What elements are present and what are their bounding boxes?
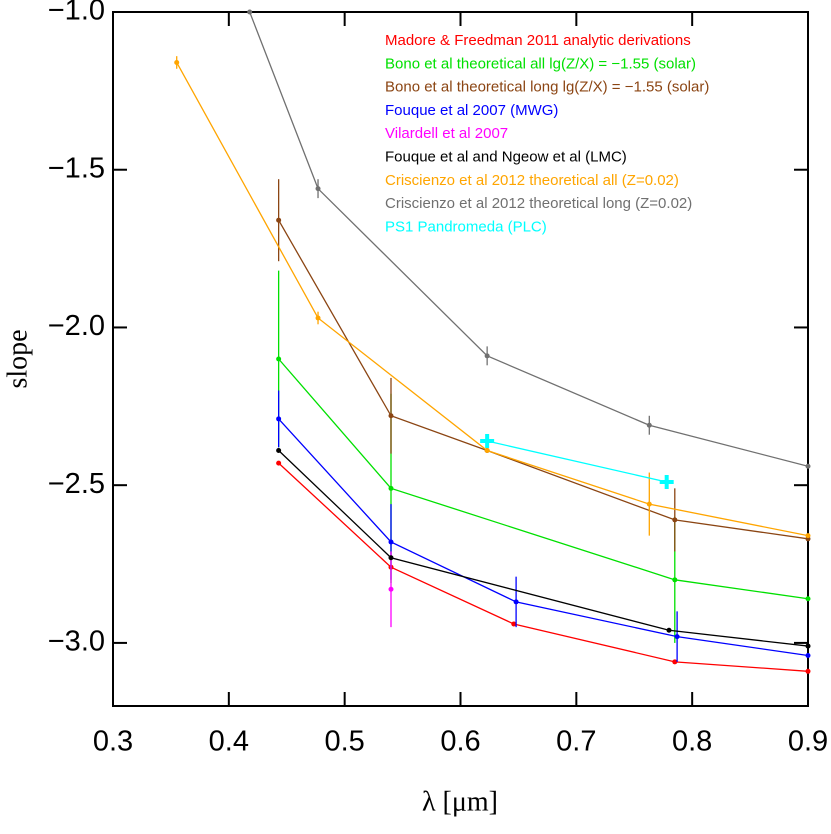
marker <box>247 9 253 15</box>
marker <box>805 596 811 602</box>
marker <box>672 659 678 665</box>
legend-entry: Bono et al theoretical long lg(Z/X) = −1… <box>385 79 709 96</box>
legend-entry: Bono et al theoretical all lg(Z/X) = −1.… <box>385 55 696 72</box>
marker <box>276 356 282 362</box>
legend-entry: Vilardell et al 2007 <box>385 125 508 142</box>
marker <box>805 463 811 469</box>
x-tick-label: 0.5 <box>325 726 365 758</box>
y-tick-label: −1.5 <box>48 152 105 184</box>
marker <box>805 643 811 649</box>
legend-entry: Fouque et al 2007 (MWG) <box>385 102 558 119</box>
marker <box>276 447 282 453</box>
marker <box>659 475 674 490</box>
x-tick-label: 0.9 <box>788 726 828 758</box>
x-tick-label: 0.8 <box>672 726 712 758</box>
series-line <box>278 462 808 672</box>
marker <box>388 555 394 561</box>
marker <box>805 668 811 674</box>
marker <box>672 577 678 583</box>
marker <box>646 422 652 428</box>
x-axis-label: λ [μm] <box>422 786 498 817</box>
legend-entry: PS1 Pandromeda (PLC) <box>385 218 547 235</box>
marker <box>484 447 490 453</box>
marker <box>276 416 282 422</box>
marker <box>315 186 321 192</box>
x-tick-label: 0.3 <box>93 726 133 758</box>
marker <box>805 533 811 539</box>
marker <box>672 517 678 523</box>
marker <box>480 434 495 449</box>
y-tick-label: −1.0 <box>48 0 105 27</box>
marker <box>276 460 282 466</box>
x-tick-label: 0.4 <box>209 726 249 758</box>
legend-entry: Madore & Freedman 2011 analytic derivati… <box>385 32 691 49</box>
marker <box>666 627 672 633</box>
x-tick-label: 0.7 <box>556 726 596 758</box>
marker <box>388 586 394 592</box>
legend-entry: Criscienzo et al 2012 theoretical all (Z… <box>385 172 679 189</box>
marker <box>513 599 519 605</box>
series-line <box>486 440 667 483</box>
marker <box>315 315 321 321</box>
y-axis-label: slope <box>2 329 33 388</box>
y-tick-label: −2.0 <box>48 310 105 342</box>
marker <box>388 413 394 419</box>
series-line <box>278 450 808 647</box>
marker <box>276 217 282 223</box>
marker <box>646 501 652 507</box>
legend-entry: Criscienzo et al 2012 theoretical long (… <box>385 195 692 212</box>
legend-entry: Fouque et al and Ngeow et al (LMC) <box>385 148 627 165</box>
y-tick-label: −2.5 <box>48 468 105 500</box>
x-tick-label: 0.6 <box>440 726 480 758</box>
marker <box>674 634 680 640</box>
marker <box>484 353 490 359</box>
y-tick-label: −3.0 <box>48 626 105 658</box>
marker <box>388 485 394 491</box>
marker <box>511 621 517 627</box>
marker <box>805 653 811 659</box>
marker <box>174 59 180 65</box>
series-line <box>278 358 808 600</box>
marker <box>388 539 394 545</box>
